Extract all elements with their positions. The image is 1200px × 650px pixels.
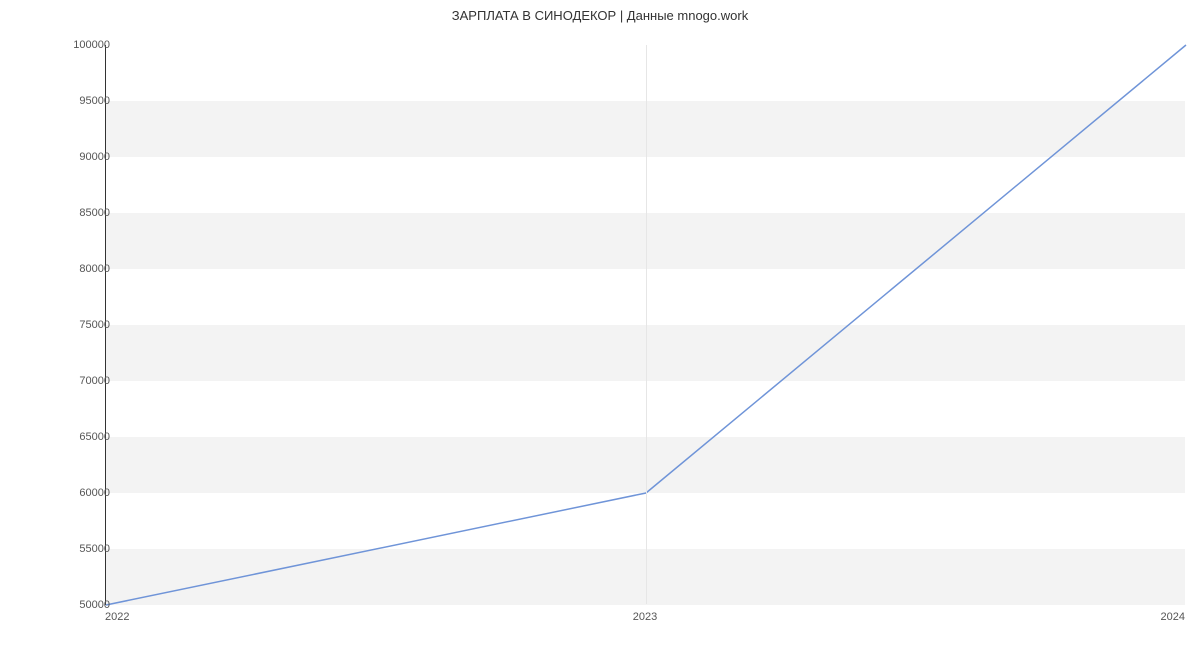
y-tick-label: 80000 xyxy=(50,263,110,275)
gridline-vertical xyxy=(646,45,647,604)
y-tick-label: 75000 xyxy=(50,319,110,331)
y-tick-label: 65000 xyxy=(50,431,110,443)
x-tick-label: 2022 xyxy=(105,611,129,623)
plot-area xyxy=(105,45,1185,605)
y-tick-label: 70000 xyxy=(50,375,110,387)
y-tick-label: 95000 xyxy=(50,95,110,107)
chart-container xyxy=(105,45,1185,605)
y-tick-label: 100000 xyxy=(50,39,110,51)
x-tick-label: 2023 xyxy=(633,611,657,623)
chart-title: ЗАРПЛАТА В СИНОДЕКОР | Данные mnogo.work xyxy=(0,8,1200,23)
y-tick-label: 90000 xyxy=(50,151,110,163)
y-tick-label: 50000 xyxy=(50,599,110,611)
y-tick-label: 60000 xyxy=(50,487,110,499)
x-tick-label: 2024 xyxy=(1161,611,1185,623)
y-tick-label: 55000 xyxy=(50,543,110,555)
y-tick-label: 85000 xyxy=(50,207,110,219)
